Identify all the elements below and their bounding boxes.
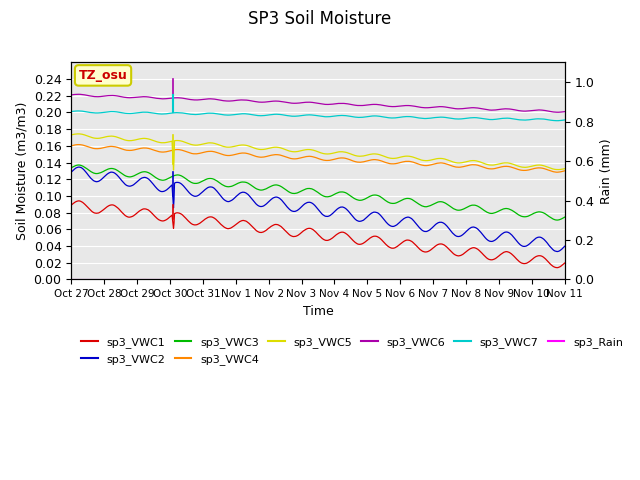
Y-axis label: Soil Moisture (m3/m3): Soil Moisture (m3/m3) — [15, 102, 28, 240]
X-axis label: Time: Time — [303, 305, 333, 318]
Legend: sp3_VWC1, sp3_VWC2, sp3_VWC3, sp3_VWC4, sp3_VWC5, sp3_VWC6, sp3_VWC7, sp3_Rain: sp3_VWC1, sp3_VWC2, sp3_VWC3, sp3_VWC4, … — [77, 333, 628, 369]
Text: SP3 Soil Moisture: SP3 Soil Moisture — [248, 10, 392, 28]
Y-axis label: Rain (mm): Rain (mm) — [600, 138, 613, 204]
Text: TZ_osu: TZ_osu — [79, 69, 127, 82]
